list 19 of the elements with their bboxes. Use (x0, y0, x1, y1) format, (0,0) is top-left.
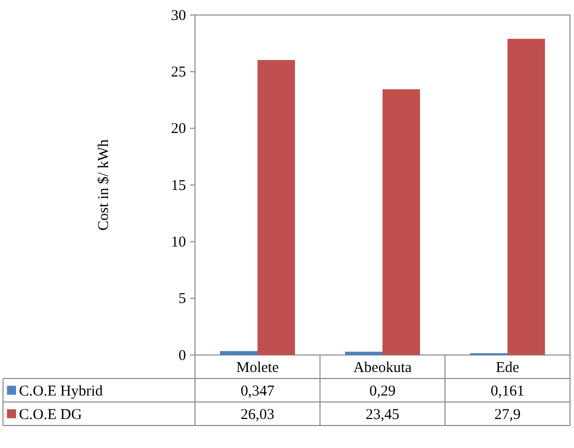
y-tick-label: 0 (178, 348, 186, 364)
data-label: 0,29 (369, 383, 396, 400)
y-axis-title: Cost in $/ kWh (96, 138, 112, 231)
x-tick-label: Abeokuta (353, 360, 412, 376)
y-tick-label: 30 (171, 8, 186, 24)
legend-label: C.O.E Hybrid (19, 383, 104, 400)
x-tick-label: Ede (496, 360, 520, 376)
x-tick-label: Molete (236, 360, 280, 376)
data-label: 0,347 (240, 383, 275, 400)
y-tick-label: 20 (171, 121, 186, 138)
y-tick-label: 5 (178, 291, 186, 308)
data-label: 26,03 (240, 406, 274, 423)
y-tick-label: 15 (171, 178, 186, 194)
data-label: 0,161 (490, 383, 524, 400)
data-label: 27,9 (494, 406, 521, 423)
y-tick-label: 10 (171, 234, 186, 250)
data-label: 23,45 (366, 406, 400, 423)
legend-label: C.O.E DG (19, 406, 82, 423)
y-tick-label: 25 (171, 64, 186, 80)
